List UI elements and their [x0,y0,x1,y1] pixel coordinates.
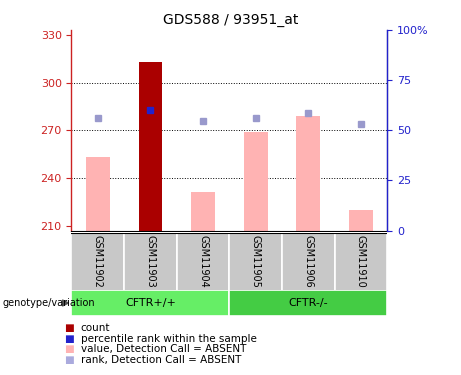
Text: GSM11904: GSM11904 [198,235,208,288]
Text: value, Detection Call = ABSENT: value, Detection Call = ABSENT [81,344,246,354]
Text: count: count [81,323,110,333]
Text: rank, Detection Call = ABSENT: rank, Detection Call = ABSENT [81,355,241,364]
Text: ■: ■ [65,344,74,354]
Text: GSM11910: GSM11910 [356,235,366,288]
Text: ■: ■ [65,323,74,333]
Text: GSM11906: GSM11906 [303,235,313,288]
Bar [177,232,229,291]
Text: percentile rank within the sample: percentile rank within the sample [81,334,257,344]
Bar [229,232,282,291]
Bar [335,232,387,291]
Bar [71,232,124,291]
Bar [244,132,267,231]
Bar [86,158,110,231]
Text: CFTR+/+: CFTR+/+ [125,298,176,308]
Bar [139,62,162,231]
Bar [282,232,335,291]
Bar [124,232,177,291]
Text: GSM11902: GSM11902 [93,235,103,288]
Text: GDS588 / 93951_at: GDS588 / 93951_at [163,13,298,27]
Text: GSM11903: GSM11903 [145,235,155,288]
Bar [229,290,387,316]
Text: ■: ■ [65,334,74,344]
Bar [296,116,320,231]
Text: genotype/variation: genotype/variation [2,298,95,308]
Bar [191,192,215,231]
Text: ■: ■ [65,355,74,364]
Text: GSM11905: GSM11905 [251,235,260,288]
Bar [349,210,373,231]
Bar [71,290,230,316]
Text: CFTR-/-: CFTR-/- [289,298,328,308]
